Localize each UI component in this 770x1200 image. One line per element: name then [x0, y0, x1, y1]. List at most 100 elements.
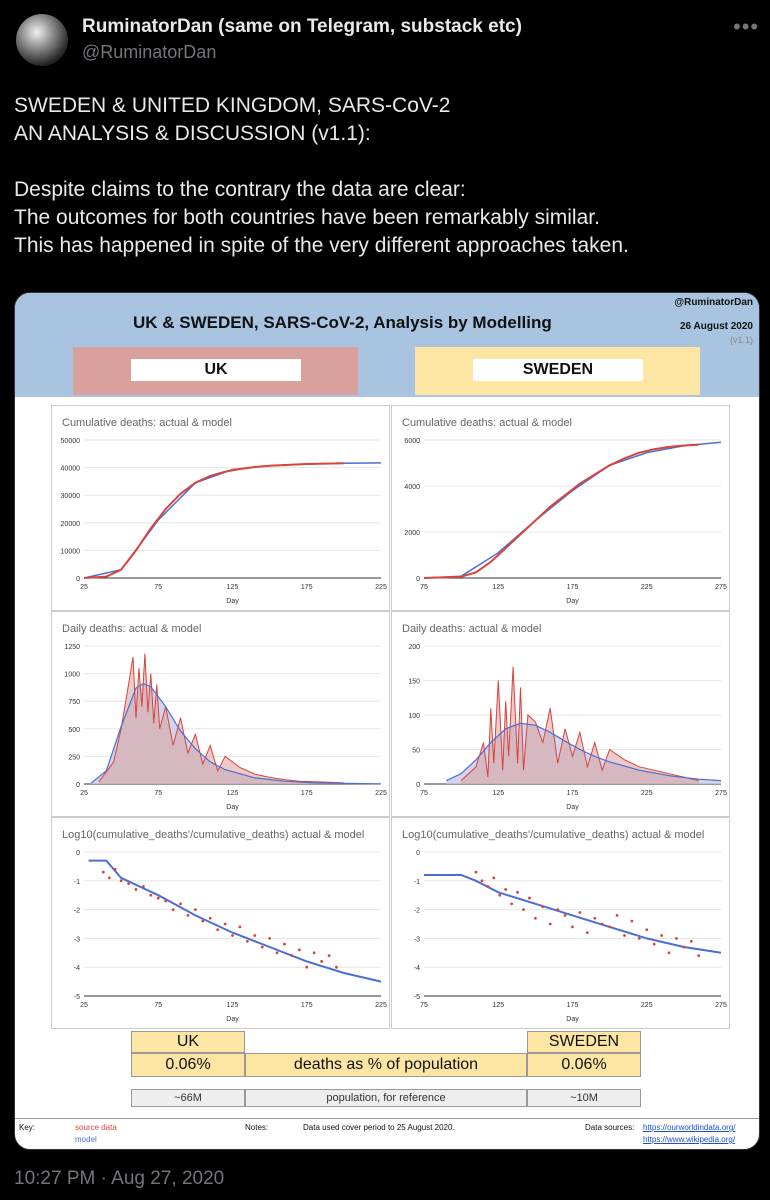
- image-header: UK & SWEDEN, SARS-CoV-2, Analysis by Mod…: [15, 293, 759, 397]
- chart-title: Daily deaths: actual & model: [402, 623, 541, 635]
- source-point: [600, 922, 604, 926]
- x-axis-label: Day: [226, 1016, 239, 1023]
- source-point: [305, 965, 309, 969]
- x-tick-label: 125: [227, 790, 239, 797]
- x-tick-label: 225: [375, 1002, 387, 1009]
- y-tick-label: -3: [414, 936, 420, 943]
- y-tick-label: 1000: [64, 672, 80, 679]
- x-tick-label: 175: [567, 790, 579, 797]
- x-tick-label: 275: [715, 790, 727, 797]
- source-point: [216, 928, 220, 932]
- model-line: [424, 874, 722, 954]
- x-tick-label: 125: [227, 1002, 239, 1009]
- model-line: [88, 859, 382, 983]
- chart-panel: Daily deaths: actual & model 0 50 100 150 200…: [391, 611, 730, 817]
- tweet-line: AN ANALYSIS & DISCUSSION (v1.1):: [14, 122, 371, 145]
- x-tick-label: 125: [227, 584, 239, 591]
- source-link-2[interactable]: https://www.wikipedia.org/: [643, 1135, 736, 1144]
- model-line: [446, 722, 722, 782]
- source-point: [223, 922, 227, 926]
- timestamp[interactable]: 10:27 PM · Aug 27, 2020: [14, 1168, 225, 1189]
- chart-panel: Log10(cumulative_deaths'/cumulative_deat…: [51, 817, 390, 1029]
- y-tick-label: 0: [76, 782, 80, 789]
- source-point: [504, 888, 508, 891]
- x-tick-label: 75: [154, 1002, 162, 1009]
- table-sweden-header: SWEDEN: [527, 1031, 641, 1053]
- x-tick-label: 225: [641, 1002, 653, 1009]
- source-point: [134, 888, 138, 891]
- source-point: [593, 916, 597, 920]
- y-tick-label: 250: [68, 754, 80, 761]
- x-axis-label: Day: [566, 804, 579, 811]
- author-handle[interactable]: @RuminatorDan: [82, 42, 217, 62]
- source-point: [193, 908, 197, 911]
- x-axis-label: Day: [226, 598, 239, 605]
- x-tick-label: 225: [641, 584, 653, 591]
- source-point: [637, 937, 641, 940]
- model-line: [423, 441, 722, 579]
- chart-title: Log10(cumulative_deaths'/cumulative_deat…: [62, 829, 364, 841]
- source-point: [492, 876, 496, 880]
- x-tick-label: 175: [567, 1002, 579, 1009]
- source-point: [608, 925, 612, 929]
- source-point: [290, 954, 294, 958]
- more-options-icon[interactable]: •••: [733, 14, 760, 39]
- image-title: UK & SWEDEN, SARS-CoV-2, Analysis by Mod…: [133, 313, 552, 332]
- model-line: [91, 682, 382, 785]
- source-point: [516, 890, 519, 894]
- tweet-image[interactable]: UK & SWEDEN, SARS-CoV-2, Analysis by Mod…: [14, 292, 760, 1150]
- source-point: [231, 934, 234, 937]
- y-tick-label: 0: [76, 850, 80, 857]
- chart-title: Daily deaths: actual & model: [62, 623, 201, 635]
- source-point: [578, 911, 582, 914]
- y-tick-label: -4: [414, 965, 420, 972]
- source-point: [486, 885, 490, 888]
- source-point: [275, 951, 279, 955]
- avatar[interactable]: [16, 14, 68, 66]
- source-point: [682, 945, 686, 949]
- source-point: [652, 942, 656, 946]
- x-tick-label: 175: [567, 584, 579, 591]
- x-tick-label: 125: [492, 790, 504, 797]
- source-point: [548, 922, 552, 926]
- uk-box: UK: [73, 347, 358, 395]
- key-source: source data: [75, 1123, 117, 1132]
- y-tick-label: -2: [74, 908, 80, 915]
- y-tick-label: 150: [408, 679, 420, 686]
- y-tick-label: 4000: [404, 484, 420, 491]
- sources-label: Data sources:: [585, 1123, 635, 1132]
- source-point: [127, 882, 130, 886]
- tweet-line: Despite claims to the contrary the data …: [14, 178, 466, 201]
- source-point: [498, 893, 502, 897]
- y-tick-label: 0: [416, 782, 420, 789]
- source-point: [645, 928, 649, 932]
- tweet-line: SWEDEN & UNITED KINGDOM, SARS-CoV-2: [14, 94, 451, 117]
- author-name[interactable]: RuminatorDan (same on Telegram, substack…: [82, 16, 522, 37]
- sweden-box: SWEDEN: [415, 347, 700, 395]
- x-axis-label: Day: [566, 598, 579, 605]
- key-label: Key:: [19, 1123, 36, 1132]
- y-tick-label: 200: [408, 644, 420, 651]
- source-point: [541, 905, 545, 909]
- table-sweden-pct: 0.06%: [527, 1053, 641, 1077]
- source-point: [107, 876, 111, 880]
- source-point: [510, 902, 514, 906]
- chart-title: Cumulative deaths: actual & model: [62, 417, 232, 429]
- source-point: [522, 908, 525, 911]
- y-tick-label: -3: [74, 936, 80, 943]
- chart-panel: Log10(cumulative_deaths'/cumulative_deat…: [391, 817, 730, 1029]
- source-point: [571, 925, 574, 929]
- image-handle: @RuminatorDan: [674, 297, 753, 308]
- source-point: [119, 879, 123, 883]
- chart-title: Log10(cumulative_deaths'/cumulative_deat…: [402, 829, 704, 841]
- source-line: [83, 462, 344, 579]
- source-link-1[interactable]: https://ourworldindata.org/: [643, 1123, 736, 1132]
- source-point: [179, 902, 182, 906]
- y-tick-label: 1250: [64, 644, 80, 651]
- y-tick-label: -5: [74, 994, 80, 1001]
- uk-label: UK: [131, 359, 301, 381]
- x-tick-label: 225: [641, 790, 653, 797]
- x-tick-label: 275: [715, 584, 727, 591]
- table-uk-pop: ~66M: [131, 1089, 245, 1107]
- y-tick-label: -5: [414, 994, 420, 1001]
